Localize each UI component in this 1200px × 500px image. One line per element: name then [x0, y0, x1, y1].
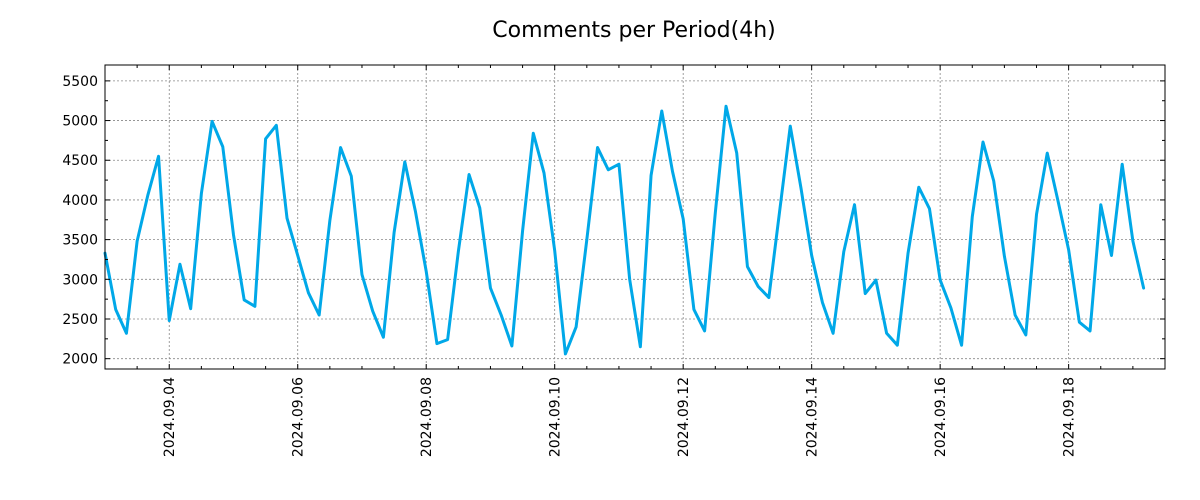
ticks: 2000 2500 3000 3500 4000 4500 5000 5500 2024.09.…	[62, 65, 1165, 457]
plot-area-frame	[104, 64, 1166, 370]
grid-lines	[105, 65, 1165, 369]
x-tick-label: 2024.09.18	[1062, 377, 1078, 457]
x-tick-label: 2024.09.16	[933, 377, 949, 457]
x-tick-label: 2024.09.10	[548, 377, 564, 457]
y-tick-label: 4000	[62, 193, 98, 209]
y-tick-label: 5500	[62, 74, 98, 90]
x-tick-label: 2024.09.14	[805, 377, 821, 457]
x-tick-label: 2024.09.06	[291, 377, 307, 457]
y-tick-label: 5000	[62, 114, 98, 130]
y-tick-label: 4500	[62, 153, 98, 169]
y-tick-label: 3000	[62, 272, 98, 288]
x-tick-label: 2024.09.04	[162, 377, 178, 457]
x-tick-label: 2024.09.08	[419, 377, 435, 457]
x-tick-label: 2024.09.12	[676, 377, 692, 457]
y-tick-label: 2000	[62, 352, 98, 368]
y-tick-label: 3500	[62, 233, 98, 249]
series-line	[103, 104, 1146, 356]
chart-title: Comments per Period(4h)	[492, 18, 776, 43]
series-layer	[103, 104, 1146, 356]
y-tick-label: 2500	[62, 312, 98, 328]
